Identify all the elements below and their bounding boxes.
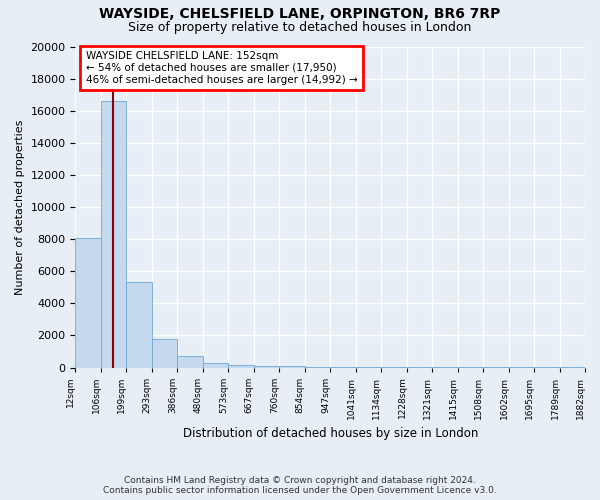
- Bar: [178, 356, 203, 368]
- Bar: [127, 282, 152, 368]
- Bar: [279, 366, 305, 368]
- Text: Size of property relative to detached houses in London: Size of property relative to detached ho…: [128, 21, 472, 34]
- Text: WAYSIDE CHELSFIELD LANE: 152sqm
← 54% of detached houses are smaller (17,950)
46: WAYSIDE CHELSFIELD LANE: 152sqm ← 54% of…: [86, 52, 358, 84]
- Bar: [305, 367, 330, 368]
- X-axis label: Distribution of detached houses by size in London: Distribution of detached houses by size …: [182, 427, 478, 440]
- Bar: [228, 364, 254, 368]
- Text: Contains HM Land Registry data © Crown copyright and database right 2024.
Contai: Contains HM Land Registry data © Crown c…: [103, 476, 497, 495]
- Bar: [101, 101, 127, 367]
- Bar: [152, 338, 178, 368]
- Y-axis label: Number of detached properties: Number of detached properties: [15, 120, 25, 294]
- Bar: [203, 363, 228, 368]
- Bar: [76, 238, 101, 368]
- Bar: [254, 366, 279, 368]
- Text: WAYSIDE, CHELSFIELD LANE, ORPINGTON, BR6 7RP: WAYSIDE, CHELSFIELD LANE, ORPINGTON, BR6…: [100, 8, 500, 22]
